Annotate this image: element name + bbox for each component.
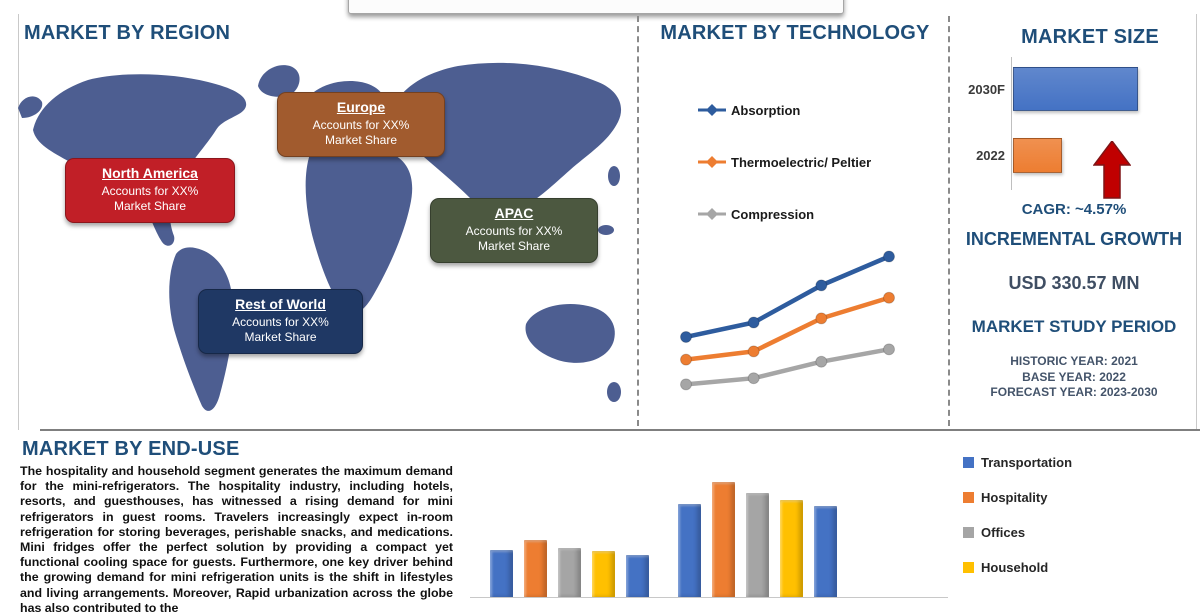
region-share-line: Market Share [244, 330, 317, 344]
right-panel-border [1196, 14, 1197, 430]
legend-color-swatch-icon [963, 527, 974, 538]
end-use-bar-household [592, 551, 615, 597]
end-use-bar-chart [470, 440, 948, 598]
cagr-value: CAGR: ~4.57% [1021, 201, 1127, 218]
historic-year: HISTORIC YEAR: 2021 [1010, 354, 1138, 368]
end-use-bar [626, 555, 649, 597]
region-callout-europe: Europe Accounts for XX% Market Share [277, 92, 445, 157]
region-share-line: Market Share [477, 239, 551, 253]
end-use-bar-group [678, 482, 837, 597]
market-size-panel-title: MARKET SIZE [1021, 26, 1159, 48]
end-use-paragraph: The hospitality and household segment ge… [20, 464, 453, 615]
region-name: Rest of World [235, 296, 326, 312]
separator-technology-marketsize [948, 16, 950, 426]
legend-item-transportation: Transportation [963, 455, 1072, 470]
legend-label: Thermoelectric/ Peltier [731, 154, 872, 170]
region-share-line: Market Share [324, 133, 398, 147]
legend-label: Household [981, 560, 1049, 575]
end-use-bar-hospitality [524, 540, 547, 597]
region-share-line: Accounts for XX% [232, 315, 329, 329]
market-size-chart: 2030F 2022 [955, 57, 1197, 192]
legend-line-marker-icon [698, 208, 726, 220]
legend-line-marker-icon [698, 104, 726, 116]
end-use-bar-offices [558, 548, 581, 597]
end-use-bar-group [490, 540, 649, 597]
end-use-legend: Transportation Hospitality Offices House… [963, 455, 1072, 595]
forecast-year: FORECAST YEAR: 2023-2030 [990, 385, 1158, 399]
legend-label: Offices [981, 525, 1026, 540]
legend-label: Absorption [731, 102, 801, 118]
legend-color-swatch-icon [963, 457, 974, 468]
region-share-line: Accounts for XX% [101, 184, 199, 198]
left-panel-border [18, 14, 19, 430]
end-use-bar-transportation [490, 550, 513, 597]
market-size-bar-2022 [1013, 138, 1062, 173]
separator-region-technology [637, 16, 639, 426]
end-use-bar-hospitality [712, 482, 735, 597]
region-share-line: Accounts for XX% [312, 118, 410, 132]
market-size-axis [1011, 57, 1012, 190]
technology-panel-title: MARKET BY TECHNOLOGY [660, 22, 930, 44]
region-name: North America [102, 165, 198, 181]
legend-label: Transportation [981, 455, 1073, 470]
region-callout-north-america: North America Accounts for XX% Market Sh… [65, 158, 235, 223]
legend-item-household: Household [963, 560, 1072, 575]
legend-color-swatch-icon [963, 492, 974, 503]
market-size-category-label: 2022 [976, 148, 1005, 163]
study-period-lines: HISTORIC YEAR: 2021 BASE YEAR: 2022 FORE… [948, 354, 1200, 401]
base-year: BASE YEAR: 2022 [1022, 369, 1126, 384]
end-use-bar-offices [746, 493, 769, 597]
end-use-bar [814, 506, 837, 597]
region-callout-apac: APAC Accounts for XX% Market Share [430, 198, 598, 263]
study-period-title: MARKET STUDY PERIOD [971, 317, 1177, 336]
end-use-bar-transportation [678, 504, 701, 597]
end-use-panel-title: MARKET BY END-USE [22, 438, 240, 460]
legend-item-thermoelectric: Thermoelectric/ Peltier [698, 154, 871, 170]
region-share-line: Market Share [113, 199, 187, 213]
region-name: Europe [336, 99, 386, 115]
region-name: APAC [494, 205, 534, 221]
growth-arrow-icon [1093, 141, 1131, 199]
incremental-growth-label: INCREMENTAL GROWTH [965, 229, 1183, 249]
technology-line-chart [680, 250, 895, 391]
end-use-bar-household [780, 500, 803, 597]
legend-item-hospitality: Hospitality [963, 490, 1072, 505]
market-size-bar-2030f [1013, 67, 1138, 111]
legend-item-absorption: Absorption [698, 102, 871, 118]
region-share-line: Accounts for XX% [465, 224, 563, 238]
legend-label: Compression [731, 206, 815, 222]
incremental-growth-value: USD 330.57 MN [1008, 273, 1140, 293]
legend-line-marker-icon [698, 156, 726, 168]
legend-color-swatch-icon [963, 562, 974, 573]
legend-label: Hospitality [981, 490, 1048, 505]
region-panel-title: MARKET BY REGION [24, 22, 231, 44]
horizontal-divider [40, 429, 1200, 431]
technology-legend: Absorption Thermoelectric/ Peltier Compr… [698, 102, 871, 258]
legend-item-compression: Compression [698, 206, 871, 222]
legend-item-offices: Offices [963, 525, 1072, 540]
report-title-bar [348, 0, 844, 14]
market-size-category-label: 2030F [968, 81, 1005, 97]
region-callout-rest-of-world: Rest of World Accounts for XX% Market Sh… [198, 289, 363, 354]
